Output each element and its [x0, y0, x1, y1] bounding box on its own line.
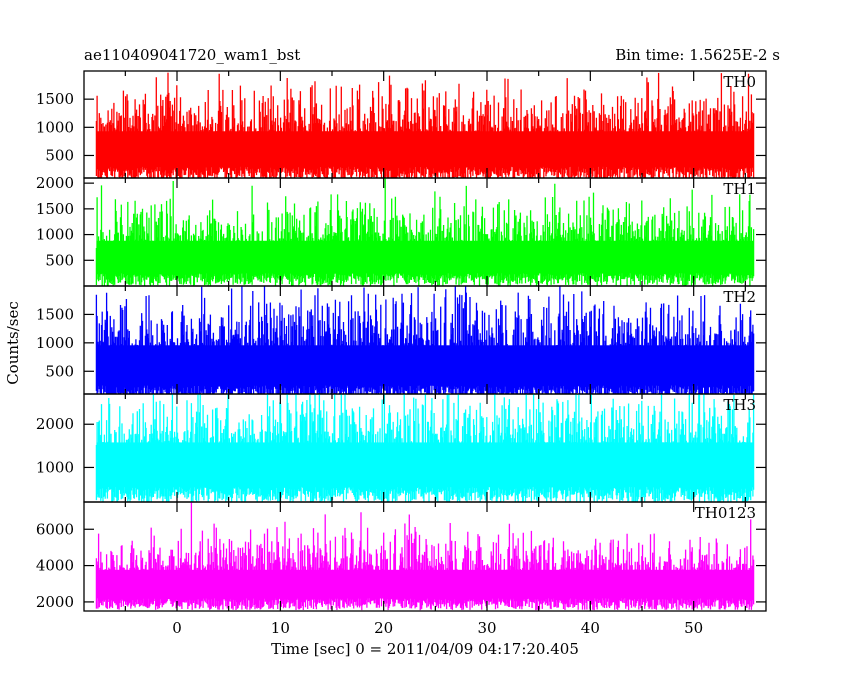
panel-label-th3: TH3	[723, 396, 756, 414]
x-tick-label: 0	[172, 619, 182, 637]
x-tick-label: 20	[374, 619, 393, 637]
panel-th2: 500 1000 1500 TH2	[36, 285, 767, 395]
panel-frame	[83, 501, 767, 612]
bin-time-label: Bin time: 1.5625E-2 s	[615, 46, 780, 64]
series-line-th0	[95, 72, 755, 178]
y-axis-label: Counts/sec	[4, 301, 22, 385]
panel-th0: 500 1000 1500 TH0	[36, 70, 767, 179]
y-tick-label: 500	[45, 362, 74, 380]
panel-th1: 500 1000 1500 2000 TH1	[36, 174, 767, 287]
y-tick-label: 2000	[36, 415, 74, 433]
y-tick-label: 1000	[36, 118, 74, 136]
y-tick-label: 2000	[36, 174, 74, 192]
y-tick-label: 500	[45, 251, 74, 269]
x-tick-label: 10	[271, 619, 290, 637]
series-line-th0123	[95, 502, 755, 611]
x-tick-label: 40	[581, 619, 600, 637]
y-tick-label: 6000	[36, 520, 74, 538]
y-tick-label: 1000	[36, 458, 74, 476]
y-tick-label: 1000	[36, 334, 74, 352]
panel-th3: 1000 2000 TH3	[36, 393, 767, 503]
panel-th0123: 2000 4000 6000 TH0123	[36, 501, 767, 612]
y-tick-label: 1500	[36, 90, 74, 108]
x-tick-label: 30	[477, 619, 496, 637]
y-tick-label: 2000	[36, 593, 74, 611]
panel-label-th1: TH1	[723, 180, 756, 198]
series-line-th1	[95, 178, 755, 286]
series-line-th3	[95, 394, 755, 502]
x-tick-label: 50	[684, 619, 703, 637]
y-tick-label: 1500	[36, 200, 74, 218]
y-tick-label: 500	[45, 146, 74, 164]
y-tick-label: 4000	[36, 557, 74, 575]
x-axis-tick-labels: 0 10 20 30 40 50	[172, 619, 703, 637]
x-axis-label: Time [sec] 0 = 2011/04/09 04:17:20.405	[271, 640, 579, 658]
panel-label-th2: TH2	[723, 288, 756, 306]
chart-title: ae110409041720_wam1_bst	[84, 46, 300, 64]
panel-label-th0: TH0	[723, 73, 756, 91]
panel-label-th0123: TH0123	[695, 504, 756, 522]
series-line-th2	[95, 286, 755, 394]
y-tick-label: 1000	[36, 226, 74, 244]
y-tick-label: 1500	[36, 305, 74, 323]
